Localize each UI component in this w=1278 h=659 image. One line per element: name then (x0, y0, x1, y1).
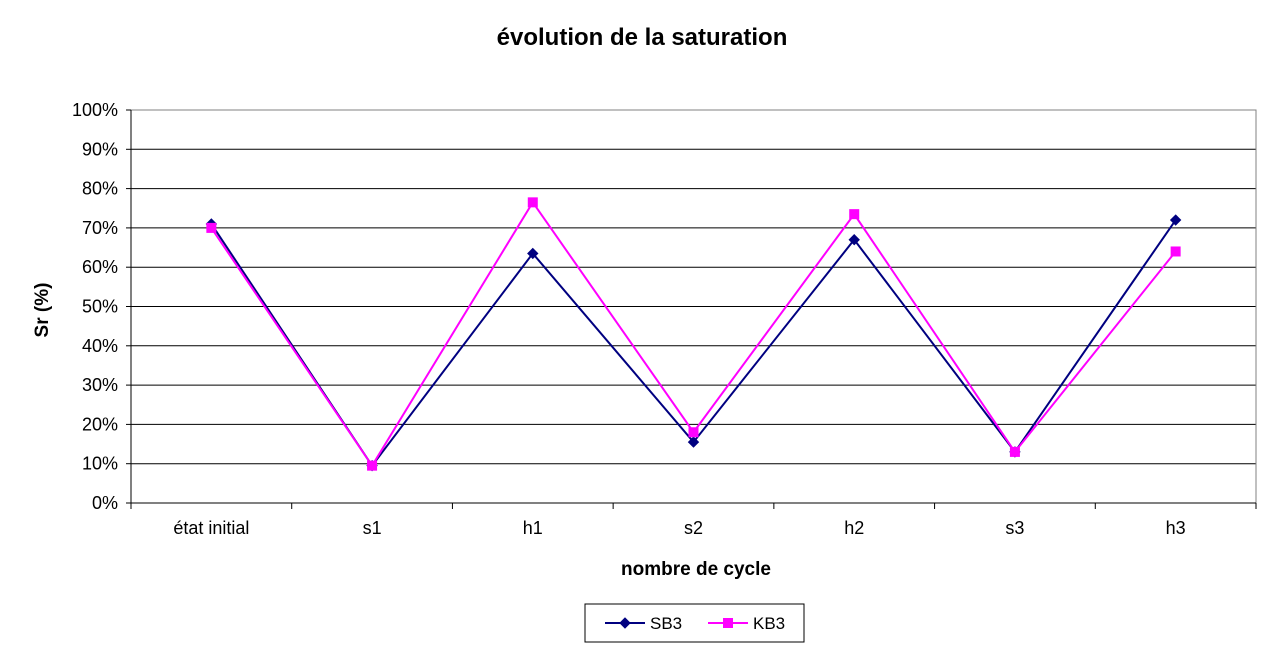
y-tick-label: 70% (82, 218, 118, 238)
data-point (527, 247, 539, 260)
legend-item-sb3: SB3 (605, 614, 682, 633)
y-tick-label: 50% (82, 297, 118, 317)
series (205, 197, 1182, 472)
data-point (849, 209, 860, 220)
x-tick-label: h3 (1166, 518, 1186, 538)
data-point (527, 197, 538, 208)
x-tick-label: s2 (684, 518, 703, 538)
data-point (687, 436, 700, 448)
axes (126, 109, 1257, 509)
data-point (1170, 246, 1181, 257)
x-axis-title: nombre de cycle (621, 559, 771, 580)
legend-item-kb3: KB3 (708, 614, 785, 633)
y-tick-label: 30% (82, 375, 118, 395)
x-tick-label: s1 (363, 518, 382, 538)
gridlines (131, 109, 1256, 465)
legend-label: KB3 (753, 614, 785, 633)
data-point (848, 233, 860, 246)
x-tick-label: état initial (173, 518, 249, 538)
y-tick-label: 90% (82, 139, 118, 159)
legend-marker (723, 618, 733, 628)
series-kb3 (206, 197, 1181, 471)
data-point (206, 222, 217, 233)
y-tick-label: 80% (82, 179, 118, 199)
x-tick-label: s3 (1005, 518, 1024, 538)
y-tick-label: 20% (82, 414, 118, 434)
x-tick-label: h1 (523, 518, 543, 538)
y-tick-labels: 0% 10% 20% 30% 40% 50% 60% 70% 80% 90% 100% (72, 100, 118, 513)
legend: SB3 KB3 (584, 603, 805, 643)
y-tick-label: 10% (82, 454, 118, 474)
legend-label: SB3 (650, 614, 682, 633)
data-point (367, 460, 378, 471)
x-tick-label: h2 (844, 518, 864, 538)
y-tick-label: 60% (82, 257, 118, 277)
chart-title: évolution de la saturation (497, 24, 788, 51)
y-tick-label: 40% (82, 336, 118, 356)
y-tick-label: 100% (72, 100, 118, 120)
series-line (210, 200, 1177, 468)
data-point (688, 427, 699, 438)
legend-marker (619, 617, 631, 629)
data-point (1169, 214, 1182, 226)
y-tick-label: 0% (92, 493, 118, 513)
x-tick-labels: état initial s1 h1 s2 h2 s3 h3 (173, 518, 1185, 538)
y-axis-title: Sr (%) (32, 283, 53, 338)
data-point (1009, 446, 1020, 457)
